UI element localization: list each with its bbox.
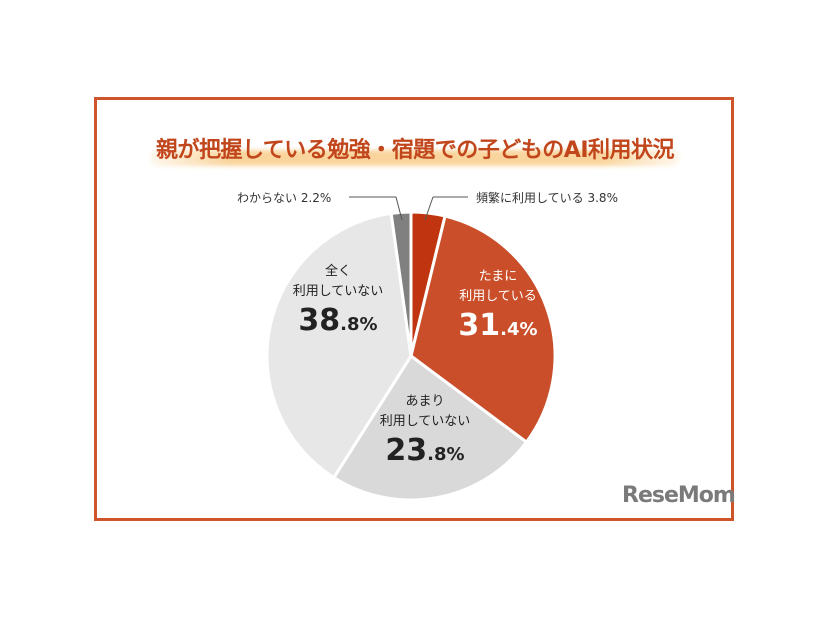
label-line: たまに: [478, 269, 518, 284]
value-int: 38: [298, 303, 341, 338]
pie-slice-3: [265, 211, 413, 480]
value-int: 31: [458, 308, 501, 343]
pie-slice-2: [331, 353, 529, 502]
resemom-logo: ReseMom: [622, 483, 736, 508]
label-never: 全く 利用していない 38.8%: [273, 262, 403, 340]
label-frequent: 頻繁に利用している 3.8%: [476, 191, 618, 205]
leader-line-unknown: [395, 196, 403, 221]
leader-line-frequent: [424, 196, 434, 221]
label-line: 利用している: [459, 289, 537, 304]
label-line: 利用していない: [379, 414, 471, 429]
pie-slice-4: [389, 210, 413, 357]
label-line: あまり: [405, 394, 445, 409]
label-unknown: わからない 2.2%: [237, 191, 332, 205]
label-line: 全く: [324, 264, 351, 279]
value-dec: .8%: [340, 314, 378, 335]
value-dec: .4%: [500, 319, 538, 340]
chart-title: 親が把握している勉強・宿題での子どものAI利用状況: [155, 138, 675, 163]
pie-slice-1: [409, 214, 557, 445]
label-sometimes: たまに 利用している 31.4%: [433, 267, 563, 345]
title-highlight: [150, 150, 680, 166]
title-area: 親が把握している勉強・宿題での子どものAI利用状況: [140, 128, 690, 172]
label-rarely: あまり 利用していない 23.8%: [360, 392, 490, 470]
value-int: 23: [385, 433, 428, 468]
value-dec: .8%: [427, 444, 465, 465]
label-line: 利用していない: [292, 284, 384, 299]
